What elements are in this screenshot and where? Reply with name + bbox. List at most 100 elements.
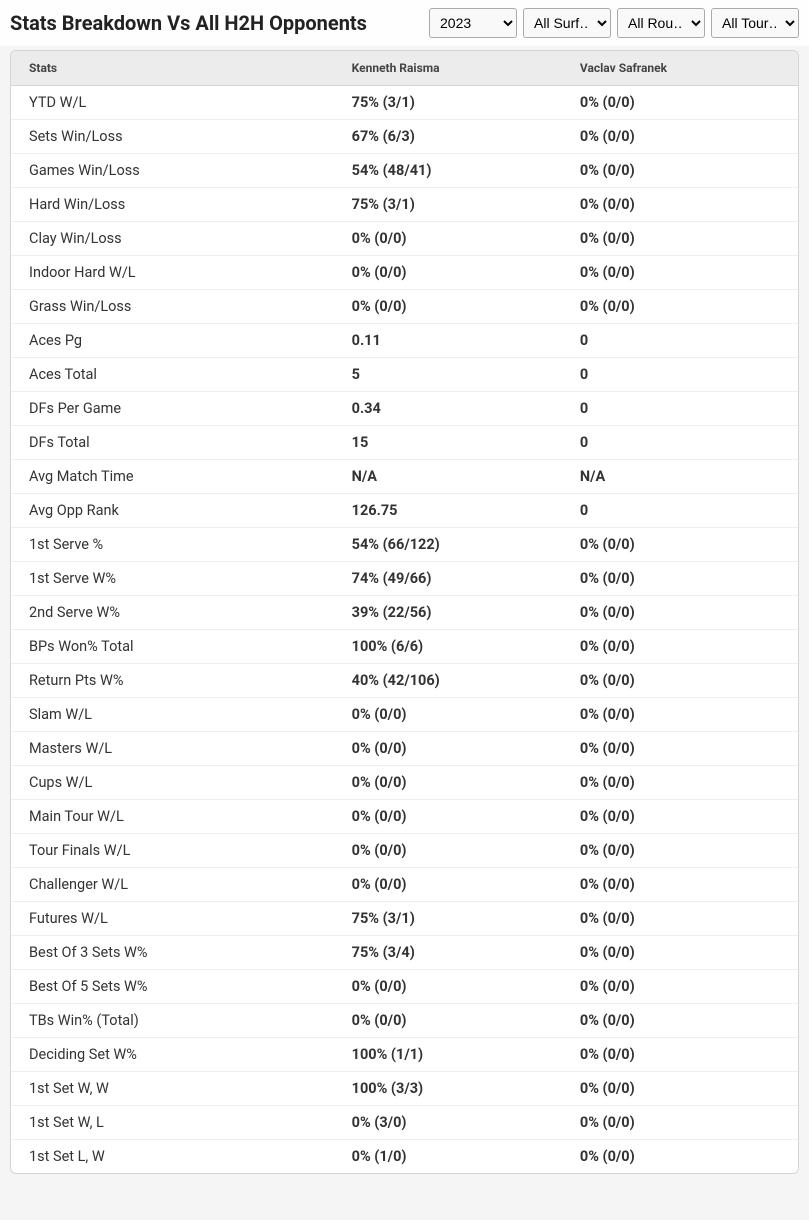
stat-value-player2: 0% (0/0) (562, 732, 798, 766)
stat-value-player1: 75% (3/1) (334, 86, 562, 120)
stat-label: Sets Win/Loss (11, 120, 334, 154)
stat-value-player1: 0% (1/0) (334, 1140, 562, 1174)
stat-value-player1: 0% (3/0) (334, 1106, 562, 1140)
table-row: Games Win/Loss54% (48/41)0% (0/0) (11, 154, 798, 188)
stat-value-player2: 0% (0/0) (562, 188, 798, 222)
table-row: Best Of 3 Sets W%75% (3/4)0% (0/0) (11, 936, 798, 970)
table-row: BPs Won% Total100% (6/6)0% (0/0) (11, 630, 798, 664)
stat-value-player1: 5 (334, 358, 562, 392)
table-row: YTD W/L75% (3/1)0% (0/0) (11, 86, 798, 120)
table-row: Sets Win/Loss67% (6/3)0% (0/0) (11, 120, 798, 154)
stat-label: DFs Total (11, 426, 334, 460)
stat-value-player2: 0% (0/0) (562, 664, 798, 698)
stat-value-player1: 40% (42/106) (334, 664, 562, 698)
stat-value-player1: 75% (3/1) (334, 902, 562, 936)
stat-value-player2: 0 (562, 426, 798, 460)
stat-value-player1: 0% (0/0) (334, 868, 562, 902)
stat-value-player2: 0% (0/0) (562, 1038, 798, 1072)
stat-label: 1st Set W, L (11, 1106, 334, 1140)
stat-value-player1: 0% (0/0) (334, 834, 562, 868)
stat-value-player2: 0 (562, 494, 798, 528)
table-row: Main Tour W/L0% (0/0)0% (0/0) (11, 800, 798, 834)
stat-label: Games Win/Loss (11, 154, 334, 188)
year-select[interactable]: 2023 (429, 8, 517, 38)
table-row: TBs Win% (Total)0% (0/0)0% (0/0) (11, 1004, 798, 1038)
stat-label: TBs Win% (Total) (11, 1004, 334, 1038)
stat-label: Hard Win/Loss (11, 188, 334, 222)
stat-label: Indoor Hard W/L (11, 256, 334, 290)
stat-label: Grass Win/Loss (11, 290, 334, 324)
table-row: 1st Serve W%74% (49/66)0% (0/0) (11, 562, 798, 596)
table-row: Aces Pg0.110 (11, 324, 798, 358)
stat-value-player1: 75% (3/1) (334, 188, 562, 222)
table-row: Avg Match TimeN/AN/A (11, 460, 798, 494)
stat-value-player2: 0% (0/0) (562, 936, 798, 970)
stat-value-player2: 0% (0/0) (562, 1004, 798, 1038)
stat-value-player2: 0% (0/0) (562, 698, 798, 732)
stat-value-player2: 0% (0/0) (562, 766, 798, 800)
filters: 2023 All Surf… All Rou… All Tour… (429, 8, 799, 38)
round-select[interactable]: All Rou… (617, 8, 705, 38)
table-row: Cups W/L0% (0/0)0% (0/0) (11, 766, 798, 800)
page-title: Stats Breakdown Vs All H2H Opponents (10, 11, 367, 35)
stat-value-player1: 0% (0/0) (334, 256, 562, 290)
stat-value-player1: 0% (0/0) (334, 766, 562, 800)
stat-value-player2: 0% (0/0) (562, 868, 798, 902)
stat-value-player2: 0 (562, 392, 798, 426)
stat-value-player2: N/A (562, 460, 798, 494)
stat-value-player2: 0% (0/0) (562, 528, 798, 562)
table-row: Masters W/L0% (0/0)0% (0/0) (11, 732, 798, 766)
stat-value-player2: 0% (0/0) (562, 222, 798, 256)
stat-value-player1: 0% (0/0) (334, 698, 562, 732)
stat-value-player1: 75% (3/4) (334, 936, 562, 970)
stat-value-player2: 0% (0/0) (562, 86, 798, 120)
table-row: 1st Set L, W0% (1/0)0% (0/0) (11, 1140, 798, 1174)
header-player2: Vaclav Safranek (562, 51, 798, 86)
table-row: 1st Serve %54% (66/122)0% (0/0) (11, 528, 798, 562)
stat-value-player1: 74% (49/66) (334, 562, 562, 596)
stat-label: Main Tour W/L (11, 800, 334, 834)
stat-label: Slam W/L (11, 698, 334, 732)
table-row: Hard Win/Loss75% (3/1)0% (0/0) (11, 188, 798, 222)
table-row: 1st Set W, L0% (3/0)0% (0/0) (11, 1106, 798, 1140)
stat-value-player1: 39% (22/56) (334, 596, 562, 630)
stat-value-player1: 0% (0/0) (334, 290, 562, 324)
page-header: Stats Breakdown Vs All H2H Opponents 202… (0, 0, 809, 46)
stat-value-player1: 0.11 (334, 324, 562, 358)
stat-value-player1: 0% (0/0) (334, 970, 562, 1004)
stat-value-player2: 0% (0/0) (562, 834, 798, 868)
stat-value-player2: 0% (0/0) (562, 630, 798, 664)
surface-select[interactable]: All Surf… (523, 8, 611, 38)
stats-table-container: Stats Kenneth Raisma Vaclav Safranek YTD… (10, 50, 799, 1174)
header-stats: Stats (11, 51, 334, 86)
stats-table: Stats Kenneth Raisma Vaclav Safranek YTD… (11, 51, 798, 1173)
stat-label: Avg Match Time (11, 460, 334, 494)
tournament-select[interactable]: All Tour… (711, 8, 799, 38)
stat-label: 2nd Serve W% (11, 596, 334, 630)
stat-label: 1st Serve % (11, 528, 334, 562)
stat-value-player2: 0% (0/0) (562, 596, 798, 630)
table-row: Indoor Hard W/L0% (0/0)0% (0/0) (11, 256, 798, 290)
stat-value-player1: 0.34 (334, 392, 562, 426)
stat-value-player2: 0% (0/0) (562, 154, 798, 188)
stat-label: BPs Won% Total (11, 630, 334, 664)
stat-label: Best Of 3 Sets W% (11, 936, 334, 970)
table-row: DFs Total150 (11, 426, 798, 460)
stat-label: Tour Finals W/L (11, 834, 334, 868)
stat-value-player1: 15 (334, 426, 562, 460)
stat-value-player2: 0% (0/0) (562, 256, 798, 290)
stat-value-player2: 0% (0/0) (562, 1140, 798, 1174)
stat-label: Futures W/L (11, 902, 334, 936)
stat-label: Challenger W/L (11, 868, 334, 902)
stat-value-player1: 100% (1/1) (334, 1038, 562, 1072)
table-row: Aces Total50 (11, 358, 798, 392)
table-header-row: Stats Kenneth Raisma Vaclav Safranek (11, 51, 798, 86)
table-row: Futures W/L75% (3/1)0% (0/0) (11, 902, 798, 936)
stat-value-player1: 54% (66/122) (334, 528, 562, 562)
stat-value-player1: 0% (0/0) (334, 1004, 562, 1038)
stat-label: Deciding Set W% (11, 1038, 334, 1072)
stat-label: 1st Set L, W (11, 1140, 334, 1174)
stat-value-player1: 0% (0/0) (334, 222, 562, 256)
stat-value-player1: 54% (48/41) (334, 154, 562, 188)
table-row: Best Of 5 Sets W%0% (0/0)0% (0/0) (11, 970, 798, 1004)
